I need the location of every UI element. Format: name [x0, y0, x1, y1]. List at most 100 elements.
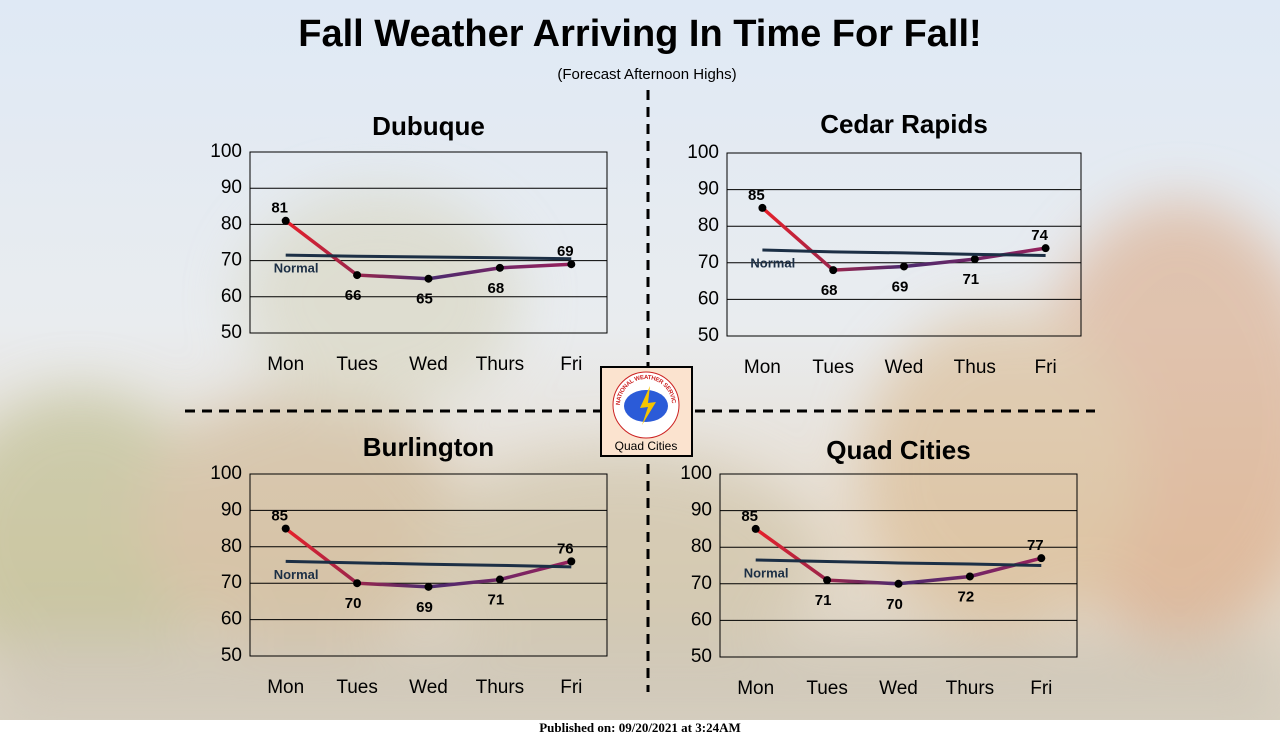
- x-tick-label: Thurs: [476, 354, 525, 375]
- data-label: 70: [886, 596, 903, 613]
- x-tick-label: Wed: [885, 357, 924, 378]
- normal-line: [285, 253, 572, 261]
- data-point: [424, 274, 433, 283]
- x-tick-label: Mon: [737, 678, 774, 699]
- y-tick-label: 70: [698, 252, 719, 273]
- data-label: 81: [271, 200, 288, 217]
- data-label: 68: [488, 280, 505, 297]
- chart: Burlington 50 60 70 80 90 100 Mon Tues Wed Thurs Fr…: [210, 432, 608, 698]
- y-tick-label: 70: [221, 250, 242, 271]
- data-label: 71: [488, 592, 505, 609]
- y-tick-label: 90: [691, 500, 712, 521]
- x-tick-label: Mon: [267, 677, 304, 698]
- y-tick-label: 60: [698, 288, 719, 309]
- data-point: [495, 575, 504, 584]
- data-point: [965, 572, 974, 581]
- data-label: 69: [892, 278, 909, 295]
- data-label: 85: [271, 508, 288, 525]
- page-subtitle: (Forecast Afternoon Highs): [557, 66, 736, 83]
- chart-title: Dubuque: [372, 111, 485, 141]
- y-tick-label: 80: [221, 213, 242, 234]
- x-tick-label: Thurs: [946, 678, 995, 699]
- y-tick-label: 90: [221, 177, 242, 198]
- data-label: 69: [416, 599, 433, 616]
- y-tick-label: 80: [698, 215, 719, 236]
- chart: Dubuque 50 60 70 80 90 100 Mon Tues Wed Thurs Fri 81…: [210, 111, 608, 375]
- y-tick-label: 60: [221, 609, 242, 630]
- data-label: 69: [557, 243, 574, 260]
- x-tick-label: Wed: [879, 678, 918, 699]
- data-label: 72: [958, 588, 975, 605]
- data-point: [567, 557, 576, 566]
- x-tick-label: Tues: [806, 678, 848, 699]
- x-tick-label: Mon: [267, 354, 304, 375]
- y-tick-label: 90: [221, 499, 242, 520]
- y-tick-label: 70: [691, 573, 712, 594]
- y-tick-label: 60: [691, 609, 712, 630]
- x-tick-label: Mon: [744, 357, 781, 378]
- x-tick-label: Tues: [336, 677, 378, 698]
- data-label: 85: [741, 508, 758, 525]
- chart-title: Quad Cities: [826, 435, 970, 465]
- data-label: 71: [815, 592, 832, 609]
- y-tick-label: 70: [221, 572, 242, 593]
- data-point: [829, 266, 838, 275]
- x-tick-label: Thus: [954, 357, 996, 378]
- y-tick-label: 100: [680, 463, 712, 484]
- chart-title: Burlington: [363, 432, 494, 462]
- normal-label: Normal: [744, 565, 789, 580]
- x-tick-label: Fri: [560, 677, 582, 698]
- data-label: 68: [821, 282, 838, 299]
- data-point: [353, 271, 362, 280]
- data-label: 85: [748, 187, 765, 204]
- y-tick-label: 80: [221, 536, 242, 557]
- normal-line: [762, 248, 1046, 257]
- data-point: [1041, 244, 1050, 253]
- data-point: [900, 262, 908, 271]
- data-label: 77: [1027, 537, 1044, 554]
- data-point: [567, 260, 576, 269]
- data-label: 71: [962, 271, 979, 288]
- y-tick-label: 100: [687, 142, 719, 163]
- x-tick-label: Fri: [1035, 357, 1057, 378]
- data-point: [281, 216, 290, 225]
- chart-title: Cedar Rapids: [820, 109, 988, 139]
- data-point: [970, 255, 979, 264]
- y-tick-label: 80: [691, 536, 712, 557]
- x-tick-label: Fri: [1030, 678, 1052, 699]
- normal-line: [755, 558, 1042, 567]
- data-label: 70: [345, 595, 362, 612]
- y-tick-label: 90: [698, 179, 719, 200]
- x-tick-label: Tues: [336, 354, 378, 375]
- normal-label: Normal: [274, 567, 319, 582]
- data-label: 65: [416, 291, 433, 308]
- normal-label: Normal: [750, 255, 795, 270]
- y-tick-label: 100: [210, 141, 242, 162]
- x-tick-label: Fri: [560, 354, 582, 375]
- data-point: [894, 579, 903, 588]
- data-point: [353, 579, 362, 588]
- x-tick-label: Wed: [409, 354, 448, 375]
- y-tick-label: 50: [221, 322, 242, 343]
- data-point: [424, 582, 433, 591]
- logo-office: Quad Cities: [615, 439, 678, 453]
- chart: Cedar Rapids 50 60 70 80 90 100 Mon Tues Wed Thus F…: [687, 109, 1082, 378]
- x-tick-label: Thurs: [476, 677, 525, 698]
- footer-bar: [0, 720, 1280, 740]
- x-tick-label: Tues: [812, 357, 854, 378]
- normal-label: Normal: [274, 261, 319, 276]
- data-label: 66: [345, 287, 362, 304]
- chart: Quad Cities 50 60 70 80 90 100 Mon Tues Wed Thurs F…: [680, 435, 1078, 699]
- data-point: [1037, 554, 1046, 563]
- data-label: 76: [557, 540, 574, 557]
- data-label: 74: [1031, 227, 1048, 244]
- y-tick-label: 100: [210, 463, 242, 484]
- page-title: Fall Weather Arriving In Time For Fall!: [298, 13, 981, 55]
- data-point: [751, 524, 760, 533]
- x-tick-label: Wed: [409, 677, 448, 698]
- y-tick-label: 60: [221, 286, 242, 307]
- data-point: [281, 524, 290, 533]
- data-point: [823, 576, 832, 585]
- data-point: [758, 203, 767, 212]
- publish-note: Published on: 09/20/2021 at 3:24AM: [539, 720, 741, 735]
